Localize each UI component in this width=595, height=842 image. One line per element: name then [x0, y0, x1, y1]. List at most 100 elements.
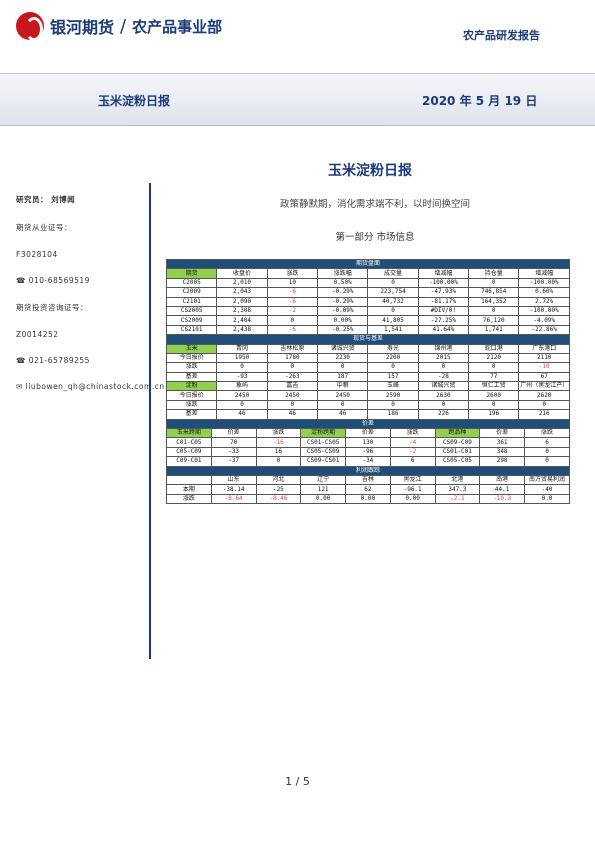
table-cell: -4 [389, 437, 436, 448]
table-cell: 吉林松原 [266, 343, 319, 354]
table-cell: -96 [345, 446, 391, 458]
section-row: 期货盘面 [166, 258, 570, 270]
table-cell: CS09-C09 [434, 437, 481, 448]
table-cell: -25 [255, 484, 302, 495]
table-cell: -37 [210, 456, 257, 467]
table-cell: 0 [317, 399, 369, 411]
table-cell: 价差 [479, 428, 525, 439]
table-row: C01-C05 70 -16 CS01-CS05 130 -4 CS09-C09 361 6 [166, 437, 570, 448]
table-cell: C01-C05 [166, 437, 212, 448]
header-brand: 银河期货 / 农产品事业部 [16, 12, 223, 41]
table-cell: #DIV/0! [417, 305, 470, 317]
table-cell: 41.64% [417, 324, 470, 336]
table-cell: -10 [518, 362, 570, 373]
table-cell: 2.72% [518, 296, 570, 307]
table-cell: -4.09% [518, 315, 570, 326]
table-cell: 0 [216, 399, 268, 411]
table-row: CS2005 2,308 -2 -0.09% 0 #DIV/0! 0 -100.00% [165, 305, 570, 317]
report-date: 2020 年 5 月 19 日 [422, 94, 538, 108]
table-cell: -16 [255, 437, 302, 448]
table-cell: 226 [417, 409, 470, 420]
table-cell: 2630 [417, 390, 470, 401]
table-cell: 0.00 [389, 493, 436, 505]
table-cell: 成交量 [367, 268, 419, 279]
section-row: 利润跟踪 [166, 465, 570, 477]
table-cell: -2 [389, 446, 436, 458]
table-cell: 0 [518, 399, 570, 411]
table-cell: 0.0 [524, 493, 570, 505]
table-cell: 0.00 [300, 493, 346, 505]
table-cell: 2,010 [216, 277, 268, 289]
table-cell [166, 474, 212, 486]
table-cell: 玉米跨期 [166, 428, 212, 439]
table-row: 涨跌 0 0 0 0 0 0 -10 [165, 362, 570, 373]
table-cell: 山东 [210, 474, 257, 486]
table-cell: 玉米 [165, 343, 218, 354]
table-cell: -263 [266, 371, 319, 383]
table-cell: 0.00% [317, 315, 369, 326]
table-row: C05-C09 -33 16 CS05-CS09 -96 -2 CS01-C01 348 0 [166, 446, 570, 458]
phone-1: ☎ 010-68569519 [16, 276, 90, 285]
table-cell: 增减幅 [417, 268, 470, 279]
table-cell: 嘉吉 [266, 381, 319, 392]
table-cell: CS09-CS01 [300, 456, 346, 467]
table-row: C09-C01 -37 0 CS09-CS01 -34 6 CS05-C05 298 0 [166, 456, 570, 467]
table-cell: 361 [479, 437, 525, 448]
table-cell: 46 [317, 409, 369, 420]
table-cell: 2,404 [216, 315, 268, 326]
table-cell: 121 [300, 484, 346, 495]
table-cell: -100.00% [417, 277, 470, 289]
table-cell: 77 [468, 371, 520, 383]
table-cell: 2450 [266, 390, 319, 401]
table-cell: 44.1 [479, 484, 525, 495]
table-cell: 216 [518, 409, 570, 420]
table-cell: 广州（黑龙江产） [518, 381, 570, 392]
table-cell: 本期 [166, 484, 212, 495]
table-cell: 76,120 [468, 315, 520, 326]
table-cell: 1,541 [367, 324, 419, 336]
table-cell: 广东港口 [518, 343, 570, 354]
title-band [0, 73, 595, 126]
table-cell: 利润跟踪 [166, 465, 570, 477]
table-cell: -0.29% [317, 296, 369, 307]
table-cell: 6 [389, 456, 436, 467]
table-cell: 0 [417, 362, 470, 373]
table-cell: CS05-CS09 [300, 446, 346, 458]
table-cell: -100.00% [518, 305, 570, 317]
table-cell: 0 [367, 277, 419, 289]
table-row: 今日报价 2450 2450 2450 2590 2630 2600 2620 [165, 390, 570, 401]
table-row: 基差 -93 -263 187 157 -28 77 67 [165, 371, 570, 383]
table-cell: 2620 [518, 390, 570, 401]
header-row: 玉米 青冈 吉林松原 诸城兴贸 寿光 锦州港 蛇口港 广东港口 [165, 343, 570, 354]
table-cell: 46 [216, 409, 268, 420]
table-cell: 67 [518, 371, 570, 383]
table-cell: -34 [345, 456, 391, 467]
market-info-table: 期货盘面 期货 收盘价 涨跌 涨跌幅 成交量 增减幅 持仓量 增减幅 C2005 2,010 10 0.… [165, 258, 570, 505]
table-cell: 2015 [417, 352, 470, 364]
table-cell: CS2009 [165, 315, 218, 326]
table-cell: 2590 [367, 390, 419, 401]
table-row: C2009 2,043 -6 -0.29% 223,754 -47.93% 746,854 0… [165, 287, 570, 298]
table-cell: 196 [468, 409, 520, 420]
table-cell: -6 [266, 287, 319, 298]
report-type: 农产品研发报告 [463, 29, 540, 42]
table-cell: 今日报价 [165, 352, 218, 364]
analyst-name: 研究员： 刘博闻 [16, 195, 76, 204]
table-cell: 347.3 [434, 484, 481, 495]
table-cell: -6 [266, 324, 319, 336]
table-row: CS2009 2,404 0 0.00% 41,805 -27.25% 76,120 -4.0… [165, 315, 570, 326]
table-cell: CS01-C01 [434, 446, 481, 458]
table-cell: 吉林 [345, 474, 391, 486]
table-cell: 蛇口港 [468, 343, 520, 354]
table-cell: 164,352 [468, 296, 520, 307]
table-cell: 淀粉 [165, 381, 218, 392]
table-row: CS2101 2,438 -6 -0.25% 1,541 41.64% 1,741 -22.8… [165, 324, 570, 336]
table-cell: 0 [255, 456, 302, 467]
table-cell: 恒仁工贸 [468, 381, 520, 392]
table-cell: -2.1 [434, 493, 481, 505]
department-name: 农产品事业部 [132, 17, 223, 36]
analyst-sidebar: 研究员： 刘博闻 期货从业证号： F3028104 ☎ 010-68569519… [16, 194, 164, 408]
table-cell: 0 [468, 305, 520, 317]
table-cell: 746,854 [468, 287, 520, 298]
table-cell: 2,438 [216, 324, 268, 336]
